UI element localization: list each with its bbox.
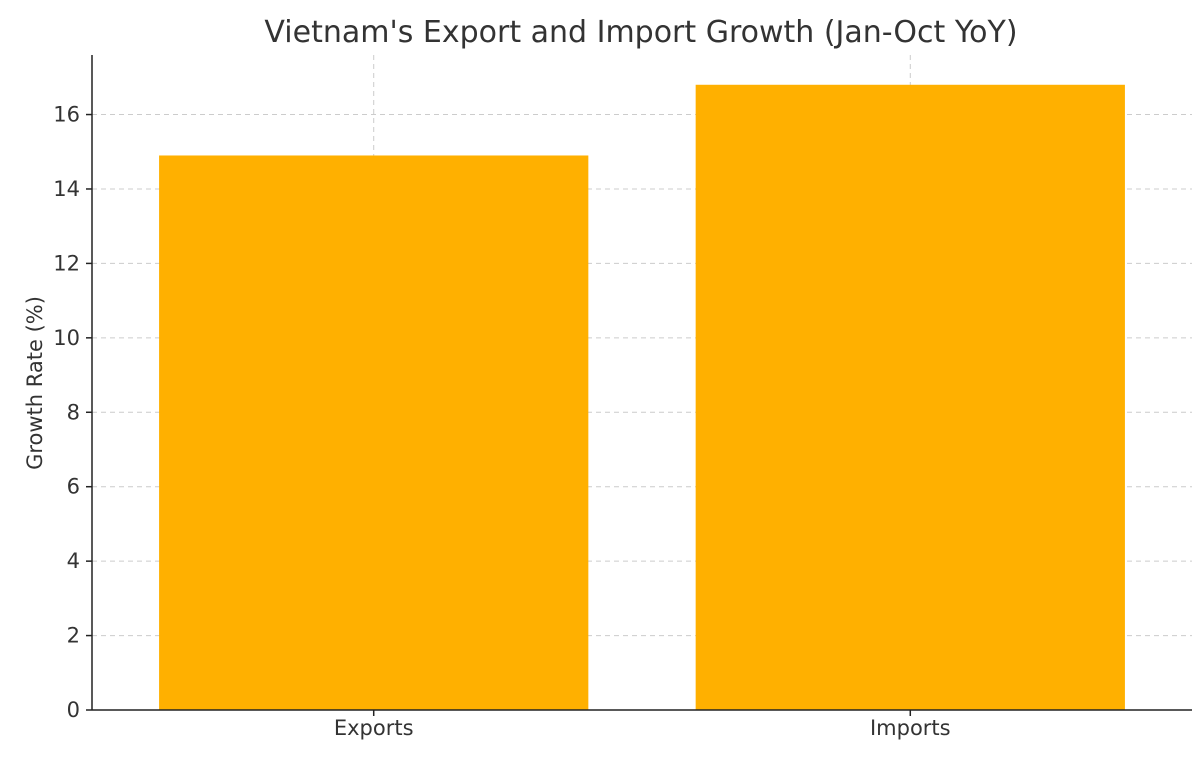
x-tick-label: Exports: [334, 716, 414, 740]
y-tick-label: 14: [53, 177, 80, 201]
y-tick-label: 8: [67, 400, 80, 424]
tick-labels: 0 2 4 6 8 10 12 14 16 Exports Imports: [53, 103, 950, 740]
bar-imports: [695, 84, 1125, 711]
y-tick-label: 16: [53, 103, 80, 127]
y-tick-label: 10: [53, 326, 80, 350]
chart-title: Vietnam's Export and Import Growth (Jan-…: [264, 15, 1017, 50]
bar-exports: [159, 155, 589, 710]
y-tick-label: 2: [67, 624, 80, 648]
y-axis-label: Growth Rate (%): [23, 296, 47, 470]
y-tick-label: 12: [53, 251, 80, 275]
bars: [159, 84, 1125, 711]
y-tick-label: 6: [67, 475, 80, 499]
axes: [86, 55, 1192, 716]
y-tick-label: 4: [67, 549, 80, 573]
y-tick-label: 0: [67, 698, 80, 722]
x-tick-label: Imports: [870, 716, 951, 740]
